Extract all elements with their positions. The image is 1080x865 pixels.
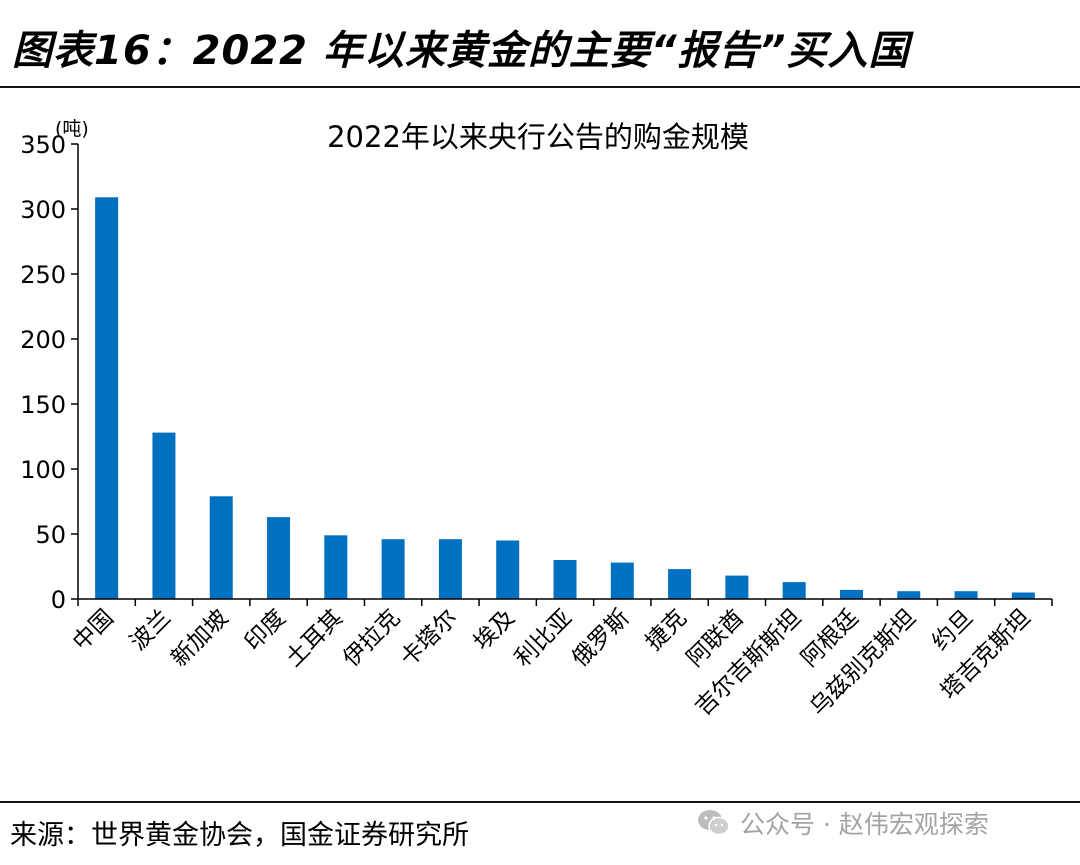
bar	[610, 562, 634, 599]
x-tick-label: 波兰	[125, 605, 176, 656]
bar	[496, 540, 520, 599]
source-note: 来源：世界黄金协会，国金证券研究所	[10, 820, 469, 851]
bar	[1011, 592, 1035, 599]
y-tick-label: 50	[35, 521, 66, 549]
y-tick-label: 100	[20, 456, 66, 484]
x-tick-label: 利比亚	[510, 605, 577, 672]
x-tick-label: 印度	[240, 605, 291, 656]
chart-title: 2022年以来央行公告的购金规模	[327, 120, 749, 154]
bar	[782, 582, 806, 599]
x-tick-label: 伊拉克	[338, 605, 405, 672]
x-tick-label: 俄罗斯	[567, 605, 634, 672]
y-tick-label: 150	[20, 391, 66, 419]
y-tick-label: 300	[20, 196, 66, 224]
bar	[954, 591, 978, 599]
y-tick-label: 200	[20, 326, 66, 354]
x-tick-label: 中国	[68, 605, 119, 656]
y-tick-label: 250	[20, 261, 66, 289]
bar	[897, 591, 921, 599]
bar	[725, 575, 749, 599]
x-tick-label: 新加坡	[166, 605, 233, 672]
bar	[553, 560, 577, 599]
bar	[267, 517, 291, 599]
bar	[324, 535, 348, 599]
watermark-text: 公众号 · 赵伟宏观探索	[740, 810, 989, 839]
bar	[839, 589, 863, 599]
y-axis: 0 50 100 150 200 250 300 350	[20, 131, 79, 614]
y-unit-label: (吨)	[55, 118, 89, 140]
wechat-icon	[698, 810, 730, 836]
y-tick-label: 0	[51, 586, 66, 614]
bar	[209, 496, 233, 599]
top-divider	[0, 86, 1080, 88]
bars	[95, 197, 1035, 600]
bar-chart: 2022年以来央行公告的购金规模 (吨) 0 50 100 150 200 250 300 3…	[20, 118, 1053, 721]
x-tick-label: 土耳其	[281, 605, 348, 672]
x-tick-label: 卡塔尔	[395, 605, 462, 672]
bar	[668, 569, 692, 599]
y-tick-label: 350	[20, 131, 66, 159]
x-tick-label: 约旦	[927, 605, 978, 656]
watermark: 公众号 · 赵伟宏观探索	[696, 806, 989, 840]
bar	[152, 432, 176, 599]
bar	[381, 539, 405, 599]
bottom-divider	[0, 801, 1080, 803]
figure-title: 图表16：2022 年以来黄金的主要“报告”买入国	[12, 28, 910, 74]
x-tick-label: 埃及	[469, 605, 520, 656]
bar	[438, 539, 462, 599]
bar	[95, 197, 119, 600]
x-tick-label: 捷克	[641, 605, 692, 656]
